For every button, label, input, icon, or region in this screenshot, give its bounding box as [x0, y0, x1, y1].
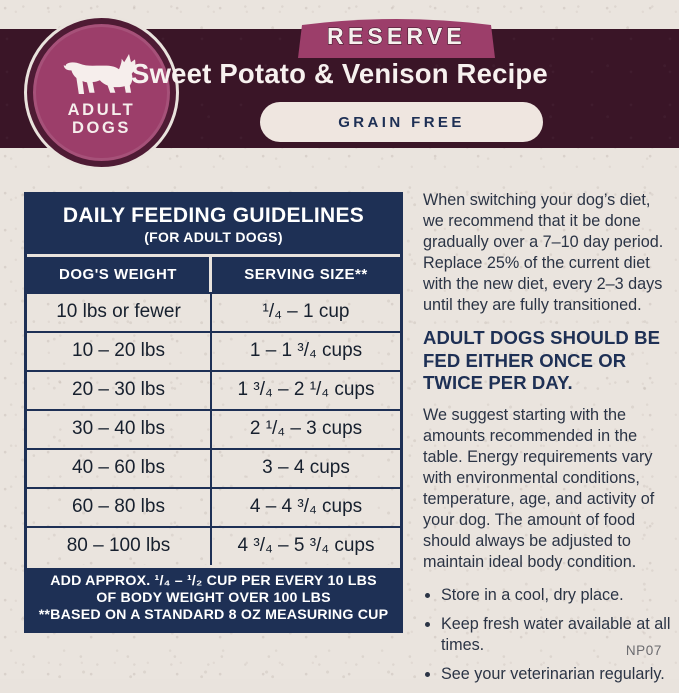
bullet-dot-icon — [425, 592, 430, 598]
product-code: NP07 — [625, 643, 662, 658]
cell-weight: 10 – 20 lbs — [27, 333, 212, 370]
reserve-label: RESERVE — [326, 22, 466, 49]
bullet-dot-icon — [425, 671, 430, 677]
column-header-weight: DOG'S WEIGHT — [27, 257, 212, 292]
cell-serving: 2 ¹/₄ – 3 cups — [249, 418, 363, 439]
cell-weight: 60 – 80 lbs — [27, 489, 212, 526]
table-subtitle: (FOR ADULT DOGS) — [144, 229, 283, 245]
grain-free-label: GRAIN FREE — [338, 113, 465, 131]
table-row: 80 – 100 lbs 4 ³/₄ – 5 ³/₄ cups — [27, 526, 400, 565]
amounts-paragraph: We suggest starting with the amounts rec… — [423, 405, 655, 571]
table-row: 10 – 20 lbs 1 – 1 ³/₄ cups — [27, 331, 400, 370]
list-item: Keep fresh water available at all times. — [423, 614, 673, 656]
table-header-row: DOG'S WEIGHT SERVING SIZE** — [27, 254, 400, 292]
grain-free-pill: GRAIN FREE — [260, 102, 543, 142]
bullet-dot-icon — [425, 621, 430, 627]
table-row: 20 – 30 lbs 1 ³/₄ – 2 ¹/₄ cups — [27, 370, 400, 409]
cell-weight: 40 – 60 lbs — [27, 450, 212, 487]
table-row: 40 – 60 lbs 3 – 4 cups — [27, 448, 400, 487]
badge-label-line1: ADULT — [67, 100, 136, 119]
footnote-line-2: OF BODY WEIGHT OVER 100 LBS — [96, 590, 331, 606]
table-title: DAILY FEEDING GUIDELINES — [62, 204, 365, 227]
footnote-line-1: ADD APPROX. ¹/₄ – ¹/₂ CUP PER EVERY 10 L… — [50, 573, 377, 589]
cell-weight: 10 lbs or fewer — [27, 294, 212, 331]
cell-weight: 20 – 30 lbs — [27, 372, 212, 409]
table-row: 30 – 40 lbs 2 ¹/₄ – 3 cups — [27, 409, 400, 448]
running-dog-icon — [63, 53, 141, 99]
cell-weight: 30 – 40 lbs — [27, 411, 212, 448]
cell-weight: 80 – 100 lbs — [27, 528, 212, 565]
table-body: 10 lbs or fewer ¹/₄ – 1 cup 10 – 20 lbs 1 –… — [27, 292, 400, 565]
instructions-column: When switching your dog’s diet, we recom… — [423, 190, 673, 693]
column-header-serving: SERVING SIZE** — [244, 266, 368, 283]
daily-feeding-table: DAILY FEEDING GUIDELINES (FOR ADULT DOGS… — [24, 192, 403, 633]
list-item-label: Store in a cool, dry place. — [441, 585, 624, 604]
cell-serving: 4 ³/₄ – 5 ³/₄ cups — [237, 535, 375, 556]
table-row: 60 – 80 lbs 4 – 4 ³/₄ cups — [27, 487, 400, 526]
badge-label-line2: DOGS — [72, 119, 131, 137]
footnote-line-3: **BASED ON A STANDARD 8 OZ MEASURING CUP — [38, 607, 389, 623]
cell-serving: 1 ³/₄ – 2 ¹/₄ cups — [237, 379, 375, 400]
list-item: Store in a cool, dry place. — [423, 585, 673, 606]
table-row: 10 lbs or fewer ¹/₄ – 1 cup — [27, 292, 400, 331]
cell-serving: 4 – 4 ³/₄ cups — [249, 496, 363, 517]
list-item: See your veterinarian regularly. — [423, 664, 673, 685]
adult-dogs-badge: ADULT DOGS — [27, 18, 176, 167]
table-title-block: DAILY FEEDING GUIDELINES (FOR ADULT DOGS… — [27, 195, 400, 254]
list-item-label: Keep fresh water available at all times. — [441, 614, 671, 654]
cell-serving: 1 – 1 ³/₄ cups — [249, 340, 363, 361]
table-footnotes: ADD APPROX. ¹/₄ – ¹/₂ CUP PER EVERY 10 L… — [27, 565, 400, 630]
transition-paragraph: When switching your dog’s diet, we recom… — [423, 191, 664, 314]
cell-serving: 3 – 4 cups — [262, 457, 350, 478]
cell-serving: ¹/₄ – 1 cup — [262, 301, 350, 322]
care-tips-list: Store in a cool, dry place. Keep fresh wa… — [423, 585, 673, 685]
feeding-frequency-highlight: ADULT DOGS SHOULD BE FED EITHER ONCE OR … — [423, 327, 661, 393]
list-item-label: See your veterinarian regularly. — [441, 664, 665, 683]
reserve-ribbon: RESERVE — [298, 17, 495, 58]
recipe-title: Sweet Potato & Venison Recipe — [131, 58, 548, 89]
